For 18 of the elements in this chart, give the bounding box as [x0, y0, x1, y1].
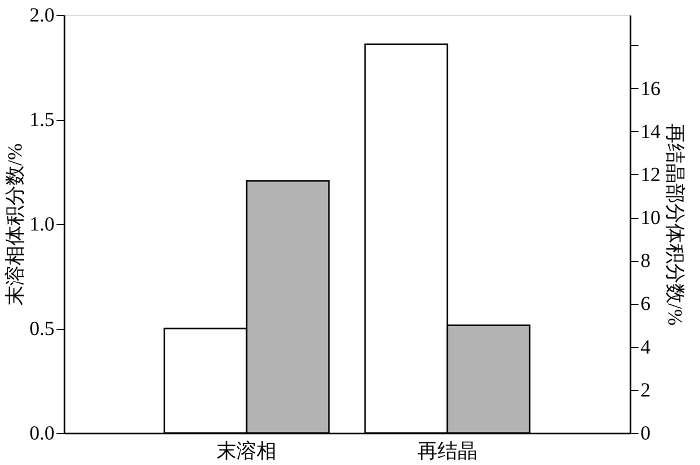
y2-tick-label: 14: [640, 120, 660, 143]
y2-tick-label: 6: [640, 293, 650, 316]
x-tick-label: 末溶相: [216, 440, 277, 462]
y2-tick-label: 16: [640, 78, 660, 100]
y2-tick-label: 2: [640, 379, 650, 402]
y2-tick-label: 8: [640, 250, 650, 272]
y2-tick-label: 12: [640, 164, 660, 186]
y2-tick-label: 0: [640, 422, 650, 444]
y-tick-label: 2.0: [30, 4, 54, 26]
y-tick-label: 0.5: [30, 318, 54, 340]
y-axis-title: 末溶相体积分数/%: [4, 143, 26, 306]
y2-tick-label: 4: [640, 336, 650, 358]
y2-tick-label: 10: [640, 207, 660, 230]
y-tick-label: 0.0: [30, 422, 54, 444]
y-tick-label: 1.0: [30, 214, 54, 236]
x-tick-label: 再结晶: [417, 440, 478, 462]
y2-axis-title: 再结晶部分体积分数/%: [664, 123, 686, 326]
y-tick-label: 1.5: [30, 109, 54, 131]
